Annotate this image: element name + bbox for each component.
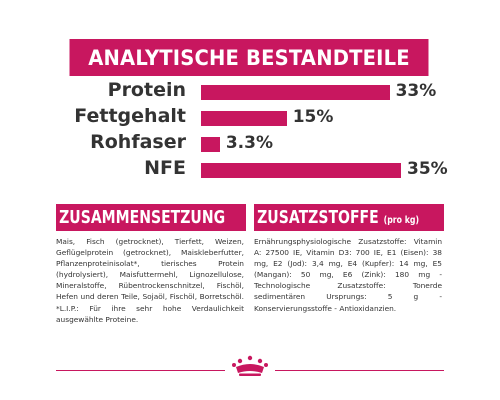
analysis-value-nfe: 35%: [407, 159, 448, 179]
composition-title: ZUSAMMENSETZUNG: [59, 207, 226, 228]
additives-title: ZUSATZSTOFFE: [257, 207, 379, 228]
analysis-bar-nfe: [201, 163, 401, 178]
analysis-bar-rohfaser: [201, 137, 220, 152]
analysis-bar-fettgehalt: [201, 111, 287, 126]
additives-header: ZUSATZSTOFFE (pro kg): [254, 204, 444, 231]
crown-icon: [232, 355, 268, 376]
analysis-value-fettgehalt: 15%: [292, 107, 334, 127]
analysis-bar-protein: [201, 85, 390, 100]
composition-header: ZUSAMMENSETZUNG: [56, 204, 246, 231]
additives-unit: (pro kg): [383, 215, 420, 226]
analysis-label-protein: Protein: [107, 79, 186, 101]
additives-text: Ernährungsphysiologische Zusatzstoffe: V…: [254, 237, 442, 313]
analysis-value-rohfaser: 3.3%: [225, 133, 273, 153]
analysis-banner: ANALYTISCHE BESTANDTEILE: [69, 39, 429, 76]
footer-line-left: [56, 370, 225, 371]
analysis-label-nfe: NFE: [144, 157, 186, 179]
analysis-label-rohfaser: Rohfaser: [90, 131, 186, 153]
analysis-value-protein: 33%: [395, 81, 437, 101]
analysis-title: ANALYTISCHE BESTANDTEILE: [88, 45, 410, 70]
composition-text: Mais, Fisch (getrocknet), Tierfett, Weiz…: [56, 237, 244, 324]
footer-line-right: [275, 370, 444, 371]
analysis-label-fettgehalt: Fettgehalt: [74, 105, 186, 127]
